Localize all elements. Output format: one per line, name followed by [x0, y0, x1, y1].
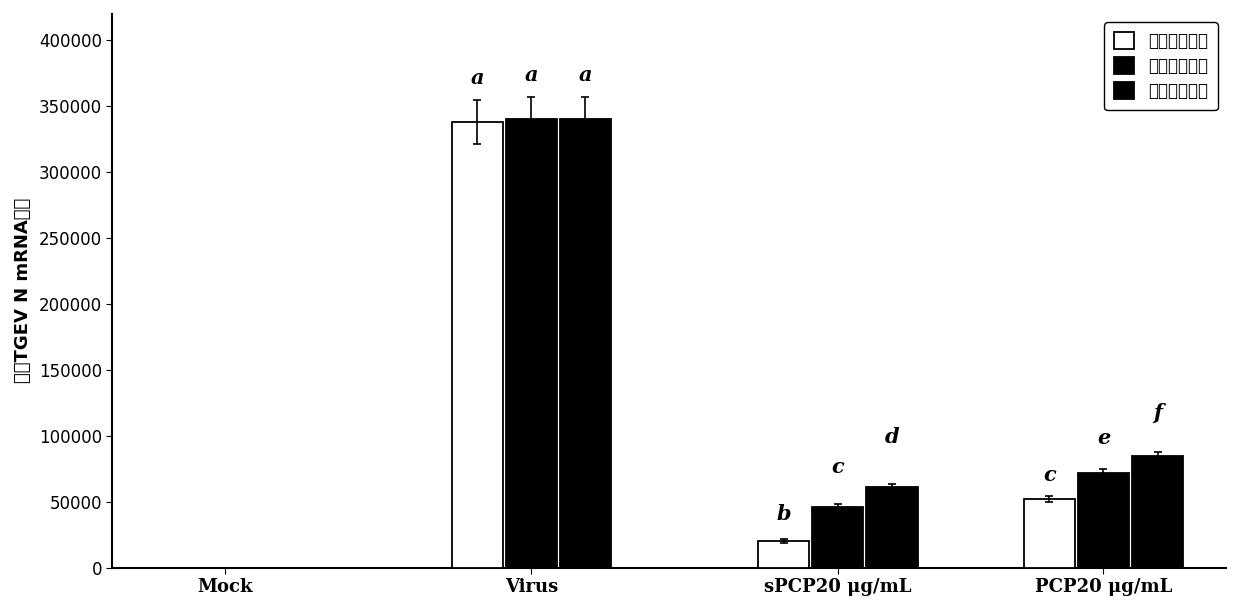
Text: c: c — [832, 458, 844, 478]
Text: a: a — [525, 65, 538, 85]
Text: b: b — [776, 503, 791, 523]
Y-axis label: 相对TGEV N mRNA水平: 相对TGEV N mRNA水平 — [14, 198, 32, 384]
Text: e: e — [1097, 428, 1110, 448]
Legend: 先给药后接毒, 先接毒后给药, 药毒混合感作: 先给药后接毒, 先接毒后给药, 药毒混合感作 — [1105, 22, 1218, 110]
Bar — [812, 507, 863, 568]
Bar — [758, 541, 810, 568]
Text: f: f — [1153, 403, 1162, 423]
Bar — [1024, 499, 1075, 568]
Text: c: c — [1043, 465, 1055, 486]
Text: a: a — [470, 68, 484, 88]
Text: d: d — [884, 427, 899, 447]
Bar — [506, 120, 557, 568]
Text: a: a — [579, 65, 593, 85]
Bar — [1132, 456, 1183, 568]
Bar — [867, 487, 918, 568]
Bar — [560, 120, 611, 568]
Bar — [451, 122, 502, 568]
Bar — [1078, 473, 1130, 568]
